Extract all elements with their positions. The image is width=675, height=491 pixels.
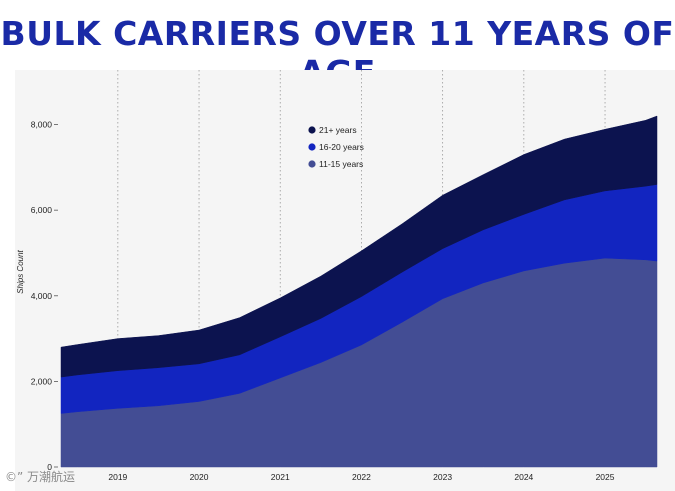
- legend-label: 16-20 years: [319, 142, 364, 152]
- x-tick-label: 2022: [352, 472, 371, 482]
- watermark: ©” 万潮航运: [5, 470, 76, 484]
- area-layer: [60, 115, 658, 468]
- axis-layer: 2019 2020 2021 2022 2023 2024 2025 0 2,000 4,000 6…: [31, 120, 615, 482]
- y-axis-label: Ships Count: [16, 249, 25, 293]
- y-tick-label: 2,000: [31, 376, 53, 386]
- legend-label: 11-15 years: [319, 159, 363, 169]
- y-tick-label: 8,000: [31, 120, 53, 130]
- legend-label: 21+ years: [319, 125, 357, 135]
- y-tick-label: 4,000: [31, 291, 53, 301]
- x-tick-label: 2021: [271, 472, 290, 482]
- x-tick-label: 2019: [108, 472, 127, 482]
- y-tick-label: 0: [47, 462, 52, 472]
- x-tick-label: 2020: [190, 472, 209, 482]
- legend-swatch: [308, 160, 316, 168]
- x-tick-label: 2024: [514, 472, 533, 482]
- legend: 21+ years 16-20 years 11-15 years: [308, 125, 364, 169]
- x-tick-label: 2023: [433, 472, 452, 482]
- legend-swatch: [308, 126, 316, 134]
- x-tick-label: 2025: [596, 472, 615, 482]
- y-tick-label: 6,000: [31, 205, 53, 215]
- legend-swatch: [308, 143, 316, 151]
- area-series-21-years: [60, 115, 658, 378]
